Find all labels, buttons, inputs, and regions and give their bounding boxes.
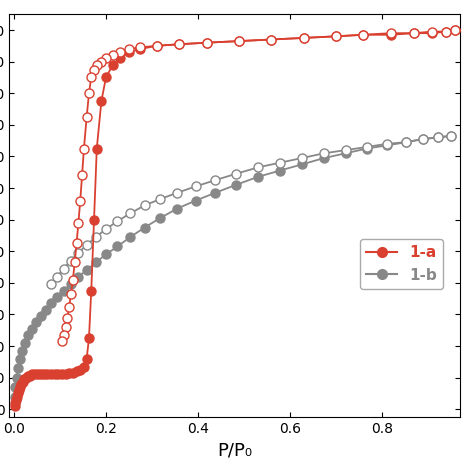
X-axis label: P/P₀: P/P₀: [217, 442, 252, 459]
Legend: 1-a, 1-b: 1-a, 1-b: [360, 239, 443, 289]
